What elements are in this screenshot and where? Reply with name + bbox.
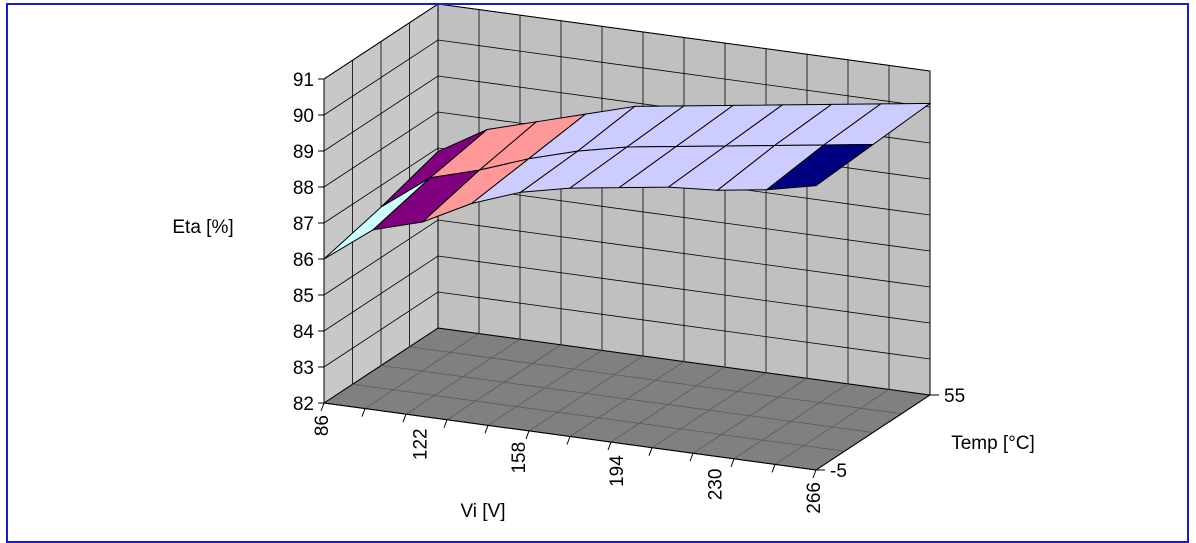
z-tick-label: 89 [293,142,314,163]
chart-frame: 82 83 84 85 86 87 88 89 90 91 86 122 158 194 230 266 -5 5… [6,3,1189,543]
surface-patch [765,143,875,191]
floor-gridline [409,346,902,415]
x-tick [771,464,776,473]
temp-tick-label: -5 [830,461,847,482]
x-tick [812,469,817,479]
x-tick [730,458,735,468]
z-tick-label: 86 [293,250,314,271]
x-tick-label: 86 [312,415,333,436]
y-axis-title: Temp [°C] [951,433,1035,454]
x-tick [484,425,489,434]
z-tick-label: 85 [293,286,314,307]
z-tick-label: 91 [293,70,314,91]
z-axis-title: Eta [%] [172,217,233,238]
x-tick [566,436,571,445]
floor-gridline [380,365,874,433]
x-tick [361,408,366,417]
x-tick [689,453,694,462]
z-tick-label: 87 [293,214,314,235]
surface-chart: 82 83 84 85 86 87 88 89 90 91 86 122 158 194 230 266-5 5… [172,5,1035,522]
x-tick-label: 230 [706,469,727,501]
x-tick-label: 158 [509,442,530,474]
floor-gridline [352,383,845,452]
z-tick-label: 82 [293,394,314,415]
x-axis-title: Vi [V] [460,501,505,522]
x-tick [648,447,653,456]
x-tick [402,413,407,423]
x-tick [443,419,448,428]
z-tick-label: 88 [293,178,314,199]
z-tick-label: 84 [293,322,315,343]
x-tick [525,430,530,440]
x-tick-label: 194 [607,455,628,487]
x-tick [607,441,612,451]
x-tick-label: 266 [804,482,825,514]
x-tick-label: 122 [410,428,431,460]
z-tick-label: 90 [293,106,314,127]
z-tick-label: 83 [293,358,314,379]
x-tick [320,402,325,412]
temp-axis-line [815,394,931,471]
temp-tick-label: 55 [944,386,965,407]
